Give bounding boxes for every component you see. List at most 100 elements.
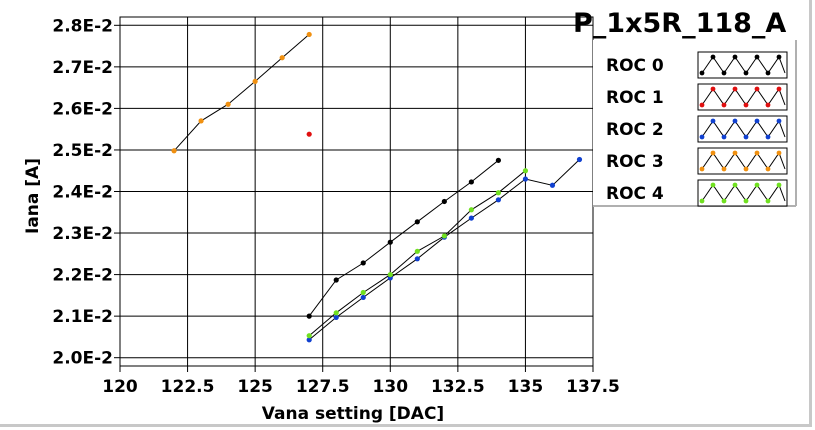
data-point [306,333,312,339]
ticks: 120 122.5 125 127.5 130 132.5 135 137.5 2.0E-2 2.… [52,16,620,397]
x-tick-label: 130 [373,377,409,397]
legend-marker [754,182,760,188]
x-tick-label: 135 [508,377,544,397]
data-point [414,248,420,254]
y-tick-label: 2.8E-2 [52,16,113,36]
y-tick-label: 2.4E-2 [52,183,113,203]
x-tick-label: 127.5 [296,377,350,397]
legend-marker [732,182,738,188]
x-axis-title: Vana setting [DAC] [262,404,444,424]
y-axis-title: Iana [A] [23,158,43,234]
legend-marker [743,134,749,140]
legend-label: ROC 2 [606,120,664,140]
legend-marker [765,134,771,140]
legend-marker [776,150,782,156]
data-point [225,101,231,107]
legend-marker [721,198,727,204]
data-point [171,148,177,154]
data-point [441,198,447,205]
data-point [306,131,312,137]
y-tick-label: 2.3E-2 [52,224,113,244]
legend-marker [732,86,738,92]
data-point [549,182,556,188]
legend-marker [721,70,727,76]
series-line [173,34,310,152]
data-point [468,215,474,221]
legend-marker [699,70,705,76]
legend-marker [743,198,749,204]
legend-marker [743,70,749,76]
x-tick-label: 122.5 [161,377,215,397]
y-tick-label: 2.1E-2 [52,307,113,327]
data-point [468,207,474,213]
series-roc-1 [306,131,312,137]
legend-marker [732,118,738,124]
legend-marker [710,86,716,92]
series-roc-3 [171,31,312,154]
legend-marker [765,102,771,108]
data-point [522,176,529,182]
x-tick-label: 125 [237,377,273,397]
data-point [333,310,339,316]
legend-label: ROC 1 [606,88,664,108]
data-point [441,233,447,239]
data-point [360,289,366,296]
data-point [360,260,366,266]
data-point [279,55,285,61]
y-tick-label: 2.5E-2 [52,141,113,161]
legend-label: ROC 3 [606,152,664,172]
plot-title: P_1x5R_118_A [573,8,786,39]
legend-marker [754,86,760,92]
y-tick-label: 2.7E-2 [52,58,113,78]
data-point [414,219,420,225]
legend-marker [721,166,727,172]
data-point [306,313,312,319]
data-point [576,156,583,163]
legend-marker [743,102,749,108]
data-point [387,239,393,245]
legend-marker [765,70,771,76]
data-point [495,190,501,196]
legend-swatch [697,83,788,111]
data-point [522,168,529,174]
grid [120,17,593,366]
legend-marker [743,166,749,172]
legend-marker [721,102,727,108]
data-point [252,78,258,84]
legend-marker [721,134,727,140]
legend-marker [754,118,760,124]
series-roc-4 [306,168,529,339]
data-point [414,256,420,262]
y-tick-label: 2.0E-2 [52,349,113,369]
series-group [171,31,583,343]
data-point [495,157,501,163]
legend-marker [732,54,738,60]
data-point [468,179,474,185]
legend-marker [776,54,782,60]
series-roc-0 [306,157,501,319]
data-point [306,31,312,38]
y-tick-label: 2.6E-2 [52,99,113,119]
legend-marker [776,86,782,92]
legend-marker [754,54,760,60]
data-point [333,314,339,320]
legend: ROC 0 ROC 1 ROC 2 ROC 3 ROC 4 [593,40,797,207]
x-tick-label: 132.5 [431,377,485,397]
data-point [495,197,501,203]
x-tick-label: 120 [102,377,138,397]
data-point [306,337,312,343]
data-point [387,271,393,278]
legend-marker [710,150,716,156]
legend-marker [699,134,705,140]
x-tick-label: 137.5 [566,377,620,397]
data-point [198,118,204,124]
legend-marker [699,198,705,204]
legend-marker [710,118,716,124]
legend-marker [710,54,716,60]
legend-marker [699,166,705,172]
data-point [333,277,339,283]
legend-marker [776,182,782,188]
legend-marker [765,166,771,172]
